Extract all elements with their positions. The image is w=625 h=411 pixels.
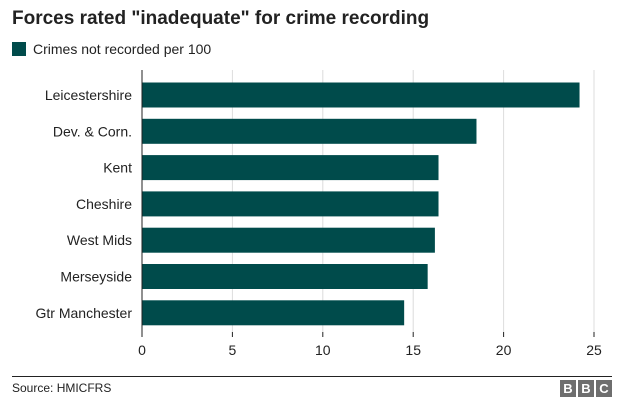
bbc-logo-letter: C bbox=[596, 380, 612, 397]
source-note: Source: HMICFRS bbox=[12, 381, 112, 395]
bar bbox=[142, 300, 405, 326]
bar bbox=[142, 227, 435, 253]
bar bbox=[142, 82, 580, 108]
chart-title: Forces rated "inadequate" for crime reco… bbox=[12, 8, 430, 29]
bar bbox=[142, 264, 428, 289]
bar bbox=[142, 118, 477, 144]
legend: Crimes not recorded per 100 bbox=[12, 41, 211, 57]
category-label: Dev. & Corn. bbox=[53, 123, 132, 139]
bbc-logo-letter: B bbox=[560, 380, 576, 397]
x-tick-label: 25 bbox=[586, 342, 602, 358]
x-tick-label: 5 bbox=[229, 342, 237, 358]
category-label: Gtr Manchester bbox=[36, 305, 133, 321]
bar bbox=[142, 155, 439, 181]
legend-label: Crimes not recorded per 100 bbox=[33, 41, 212, 57]
legend-swatch bbox=[12, 42, 26, 56]
category-label: Kent bbox=[103, 160, 132, 176]
category-label: Cheshire bbox=[76, 196, 132, 212]
category-label: Merseyside bbox=[60, 269, 132, 285]
bbc-logo: B B C bbox=[560, 380, 612, 397]
x-tick-label: 20 bbox=[496, 342, 512, 358]
bar bbox=[142, 191, 439, 217]
category-label: West Mids bbox=[67, 232, 132, 248]
category-label: Leicestershire bbox=[45, 87, 132, 103]
x-tick-label: 0 bbox=[138, 342, 146, 358]
x-tick-label: 15 bbox=[405, 342, 421, 358]
x-tick-label: 10 bbox=[315, 342, 331, 358]
bbc-logo-letter: B bbox=[578, 380, 594, 397]
footer-divider bbox=[12, 376, 612, 377]
